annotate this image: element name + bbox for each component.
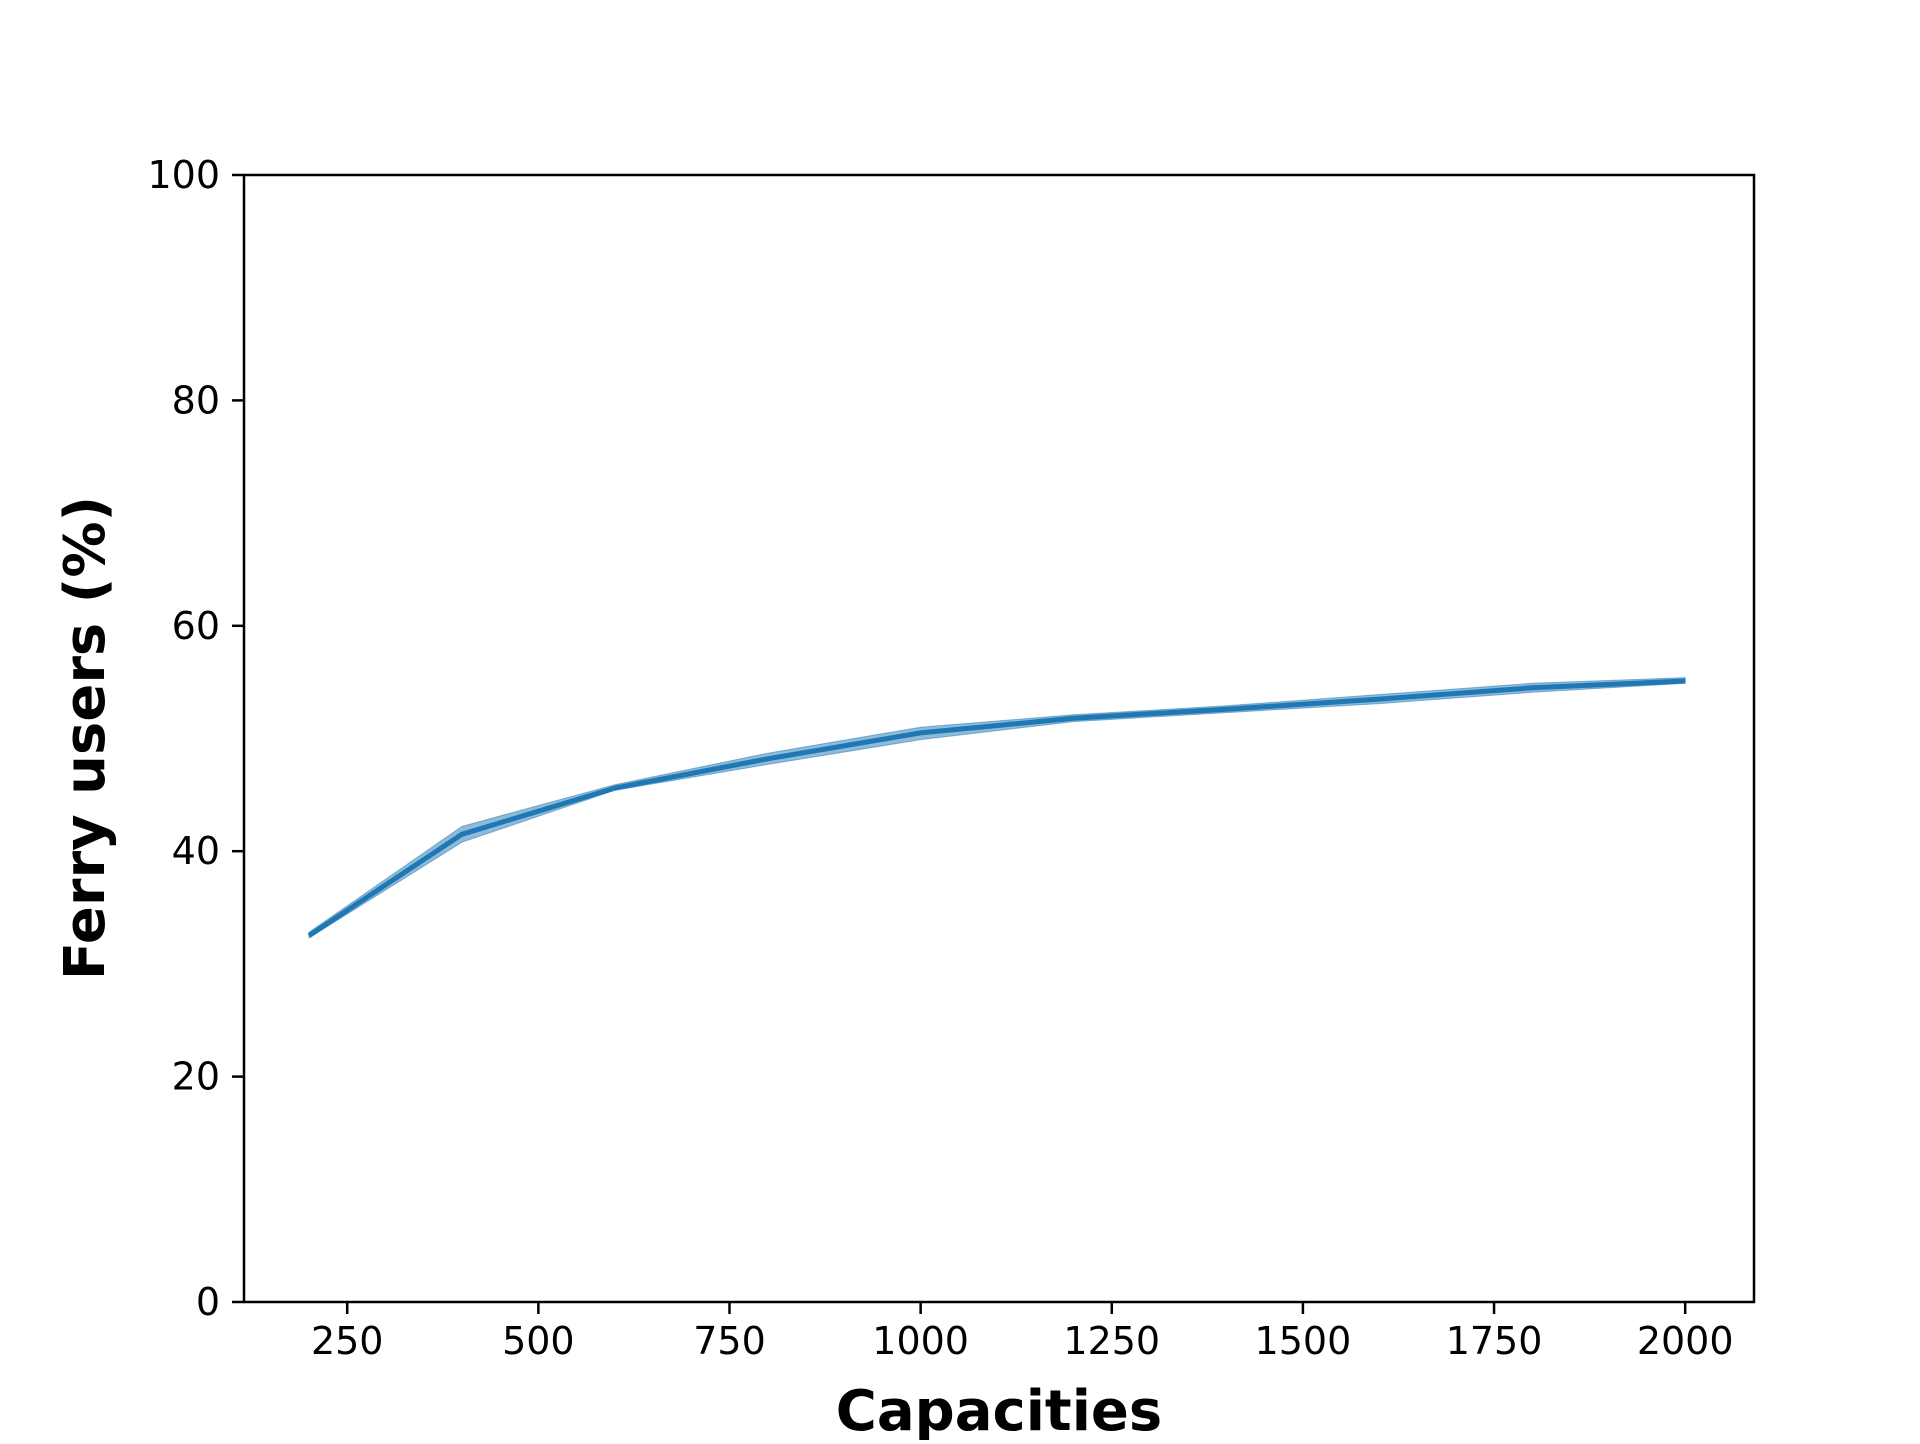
y-axis-ticks: 0 20 40 60 80 100 xyxy=(147,153,244,1324)
series-line-0 xyxy=(307,678,1686,938)
x-tick-label: 1250 xyxy=(1063,1319,1160,1363)
confidence-band-layer xyxy=(308,677,1686,939)
x-tick-label: 1500 xyxy=(1255,1319,1352,1363)
y-tick-label: 60 xyxy=(172,604,220,648)
x-tick-label: 1750 xyxy=(1446,1319,1543,1363)
x-tick-label: 500 xyxy=(502,1319,575,1363)
x-tick-label: 750 xyxy=(693,1319,766,1363)
y-tick-label: 40 xyxy=(172,829,220,873)
y-axis-title: Ferry users (%) xyxy=(53,496,118,980)
y-tick-label: 100 xyxy=(147,153,220,197)
x-tick-label: 250 xyxy=(311,1319,384,1363)
x-axis-title: Capacities xyxy=(836,1379,1162,1440)
plot-frame xyxy=(242,173,1756,1304)
y-tick-label: 80 xyxy=(172,378,220,422)
x-axis-ticks: 250 500 750 1000 1250 1500 1750 2000 xyxy=(311,1302,1734,1363)
confidence-band-0 xyxy=(308,677,1686,939)
y-tick-label: 20 xyxy=(172,1055,220,1099)
x-tick-label: 1000 xyxy=(872,1319,969,1363)
series-line-layer xyxy=(307,678,1686,938)
x-tick-label: 2000 xyxy=(1637,1319,1734,1363)
y-tick-label: 0 xyxy=(196,1280,220,1324)
